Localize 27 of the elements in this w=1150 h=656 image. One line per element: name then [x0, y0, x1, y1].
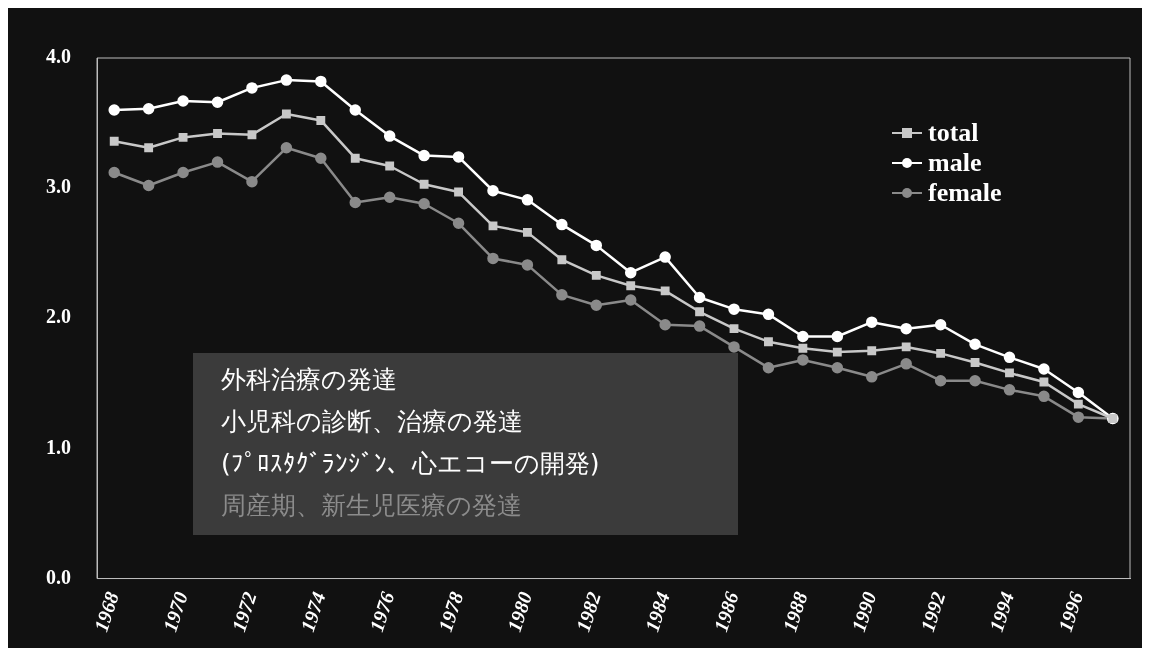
x-tick-label: 1996 — [1053, 589, 1088, 635]
x-tick-label: 1970 — [158, 589, 192, 635]
x-tick-label: 1984 — [640, 589, 674, 635]
y-tick-label: 3.0 — [46, 175, 71, 198]
legend-label: total — [928, 118, 979, 148]
x-tick-label: 1972 — [227, 589, 261, 635]
x-tick-label: 1980 — [502, 589, 537, 635]
x-tick-label: 1982 — [571, 589, 606, 635]
y-tick-label: 4.0 — [46, 45, 71, 68]
annotation: 小児科の診断、治療の発達 — [221, 406, 524, 438]
x-tick-label: 1992 — [916, 589, 950, 635]
y-tick-label: 0.0 — [46, 565, 71, 588]
annotation: 周産期、新生児医療の発達 — [221, 490, 523, 522]
annotation: (ﾌﾟﾛｽﾀｸﾞﾗﾝｼﾞﾝ、心エコーの開発) — [221, 448, 601, 480]
legend-label: male — [928, 148, 982, 178]
y-tick-label: 1.0 — [46, 435, 71, 458]
y-tick-label: 2.0 — [46, 305, 71, 328]
x-tick-label: 1976 — [365, 589, 399, 635]
x-tick-label: 1990 — [847, 589, 881, 635]
legend-label: female — [928, 178, 1002, 208]
x-tick-label: 1986 — [709, 589, 743, 635]
x-tick-label: 1968 — [89, 589, 123, 635]
x-tick-label: 1988 — [778, 589, 812, 635]
x-tick-label: 1974 — [296, 589, 330, 635]
x-tick-label: 1994 — [984, 589, 1019, 635]
x-tick-label: 1978 — [433, 589, 468, 635]
annotation: 外科治療の発達 — [221, 364, 398, 396]
